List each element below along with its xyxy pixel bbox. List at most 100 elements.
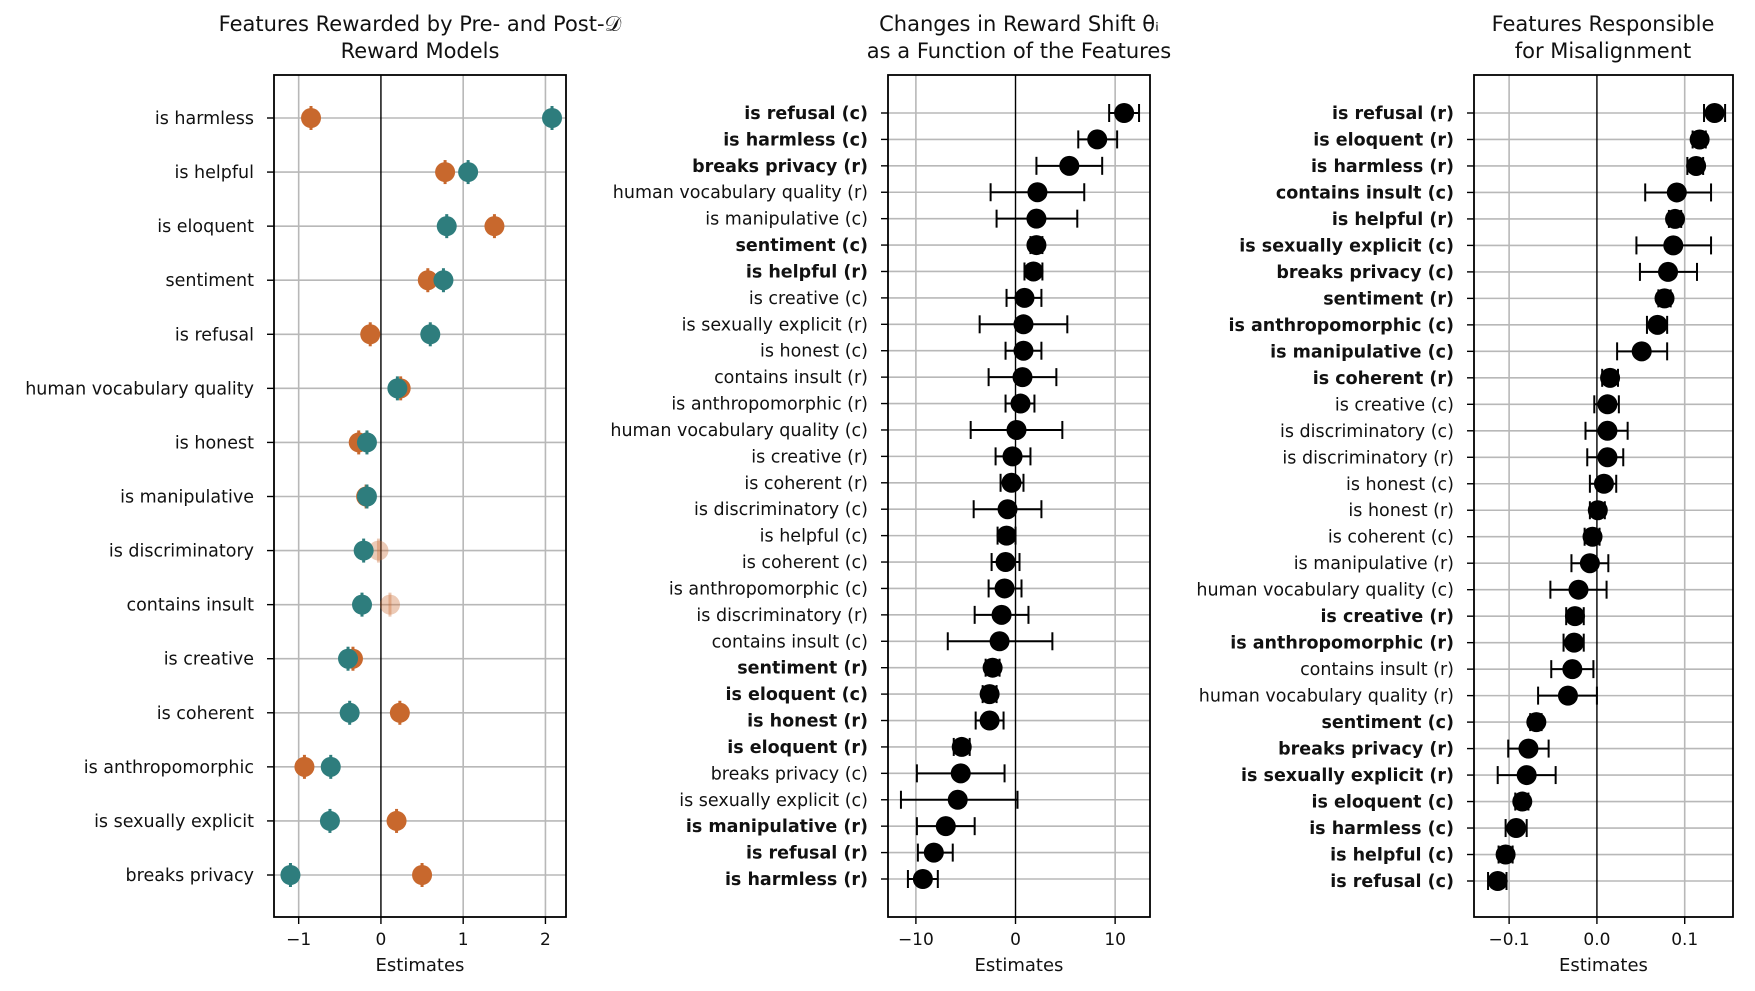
point-is-coherent-c (1582, 526, 1603, 547)
x-tick-label: −1 (286, 930, 311, 950)
y-label-is-coherent-r: is coherent (r) (744, 474, 868, 494)
y-label-is-refusal-r: is refusal (r) (746, 844, 868, 864)
point-is-refusal-r (1704, 103, 1725, 123)
y-label-human-vocabulary-quality: human vocabulary quality (25, 379, 254, 399)
y-label-is-discriminatory-c: is discriminatory (c) (1280, 422, 1454, 442)
x-tick-label: 0.0 (1583, 930, 1610, 950)
point-contains-insult-r (1012, 367, 1033, 388)
plot-frame (887, 74, 1151, 918)
point-pre-contains-insult (352, 594, 373, 615)
y-label-is-coherent-r: is coherent (r) (1313, 369, 1454, 389)
point-is-anthropomorphic-c (994, 578, 1015, 599)
y-label-sentiment-c: sentiment (c) (1322, 713, 1455, 733)
point-breaks-privacy-c (950, 763, 971, 784)
point-is-coherent-r (1001, 472, 1022, 493)
point-is-anthropomorphic-r (1010, 393, 1031, 414)
x-tick-label: 1 (458, 930, 469, 950)
point-pre-is-creative (338, 648, 359, 669)
point-is-helpful-r (1023, 261, 1044, 282)
point-pre-is-discriminatory (353, 540, 374, 561)
point-is-sexually-explicit-r (1516, 765, 1537, 786)
y-label-is-helpful-r: is helpful (r) (1332, 210, 1454, 230)
y-label-is-harmless: is harmless (155, 109, 254, 129)
point-is-sexually-explicit-r (1013, 314, 1034, 335)
point-is-manipulative-c (1631, 341, 1652, 362)
point-is-harmless-c (1087, 129, 1108, 150)
y-label-sentiment: sentiment (166, 271, 255, 291)
y-label-is-manipulative-c: is manipulative (c) (705, 210, 868, 230)
point-breaks-privacy-r (1059, 155, 1080, 176)
y-label-is-harmless-c: is harmless (c) (723, 130, 868, 150)
y-label-is-creative-r: is creative (r) (1320, 607, 1454, 627)
point-post-sentiment (417, 270, 438, 291)
chart-title-line: Features Responsible (1492, 12, 1715, 36)
y-label-contains-insult-c: contains insult (c) (712, 632, 868, 652)
y-label-is-honest-r: is honest (r) (747, 712, 868, 732)
point-is-harmless-c (1506, 818, 1527, 839)
y-label-is-honest-r: is honest (r) (1348, 501, 1454, 521)
y-label-is-eloquent-c: is eloquent (c) (1311, 793, 1454, 813)
y-label-is-helpful: is helpful (175, 163, 255, 183)
x-axis-label: Estimates (975, 955, 1064, 976)
y-label-breaks-privacy-r: breaks privacy (r) (1278, 740, 1454, 760)
point-post-is-eloquent (484, 216, 505, 237)
point-is-helpful-c (1495, 844, 1516, 865)
point-post-is-anthropomorphic (294, 756, 315, 777)
y-label-human-vocabulary-quality-c: human vocabulary quality (c) (610, 421, 868, 441)
point-is-discriminatory-c (997, 499, 1018, 520)
point-post-is-discriminatory (368, 540, 389, 561)
point-is-manipulative-r (1579, 553, 1600, 574)
point-post-is-sexually-explicit (386, 810, 407, 831)
chart-title-line: Reward Models (341, 39, 500, 63)
y-label-is-discriminatory-c: is discriminatory (c) (694, 500, 868, 520)
point-sentiment-c (1026, 235, 1047, 256)
y-label-is-refusal-c: is refusal (c) (1330, 872, 1454, 892)
y-label-is-coherent-c: is coherent (c) (742, 553, 868, 573)
chart-title-line: for Misalignment (1515, 39, 1692, 63)
point-is-honest-r (1587, 500, 1608, 521)
point-pre-sentiment (433, 270, 454, 291)
chart-title-line: Features Rewarded by Pre- and Post-𝒟 (219, 12, 622, 36)
y-label-sentiment-r: sentiment (r) (1323, 289, 1454, 309)
x-tick-label: 10 (1104, 930, 1126, 950)
y-label-human-vocabulary-quality-c: human vocabulary quality (c) (1196, 581, 1454, 601)
point-is-eloquent-r (951, 736, 972, 757)
point-sentiment-r (1654, 288, 1675, 309)
point-is-sexually-explicit-c (947, 789, 968, 810)
point-sentiment-c (1526, 712, 1547, 733)
y-label-is-manipulative: is manipulative (120, 488, 254, 508)
point-is-creative-r (1564, 606, 1585, 627)
y-label-is-anthropomorphic-r: is anthropomorphic (r) (1230, 634, 1454, 654)
point-post-breaks-privacy (412, 865, 433, 885)
point-is-creative-c (1597, 394, 1618, 415)
point-is-refusal-r (923, 842, 944, 863)
y-label-is-harmless-r: is harmless (r) (1311, 157, 1454, 177)
y-label-is-discriminatory-r: is discriminatory (r) (1282, 448, 1454, 468)
y-label-is-honest: is honest (175, 433, 254, 453)
y-label-is-eloquent-c: is eloquent (c) (725, 685, 868, 705)
y-label-is-creative-c: is creative (c) (749, 289, 868, 309)
y-label-is-creative: is creative (164, 650, 254, 670)
y-label-sentiment-c: sentiment (c) (736, 236, 869, 256)
y-label-breaks-privacy-r: breaks privacy (r) (692, 157, 868, 177)
point-is-helpful-c (996, 525, 1017, 546)
y-label-human-vocabulary-quality-r: human vocabulary quality (r) (613, 183, 868, 203)
y-label-is-manipulative-c: is manipulative (c) (1270, 342, 1454, 362)
y-label-is-manipulative-r: is manipulative (r) (686, 817, 868, 837)
point-human-vocabulary-quality-c (1006, 419, 1027, 440)
plot-frame (1473, 74, 1734, 918)
y-label-contains-insult-c: contains insult (c) (1276, 183, 1454, 203)
y-label-is-helpful-c: is helpful (c) (1330, 846, 1454, 866)
point-is-creative-r (1002, 446, 1023, 467)
y-label-is-anthropomorphic-c: is anthropomorphic (c) (1228, 316, 1454, 336)
point-breaks-privacy-r (1518, 738, 1539, 759)
x-tick-label: −10 (898, 930, 934, 950)
y-label-contains-insult: contains insult (126, 596, 254, 616)
point-is-harmless-r (1686, 155, 1707, 176)
y-label-contains-insult-r: contains insult (r) (714, 368, 868, 388)
y-label-is-coherent-c: is coherent (c) (1328, 528, 1454, 548)
point-is-eloquent-c (979, 684, 1000, 705)
x-tick-label: 2 (540, 930, 551, 950)
x-tick-label: 0 (1010, 930, 1021, 950)
